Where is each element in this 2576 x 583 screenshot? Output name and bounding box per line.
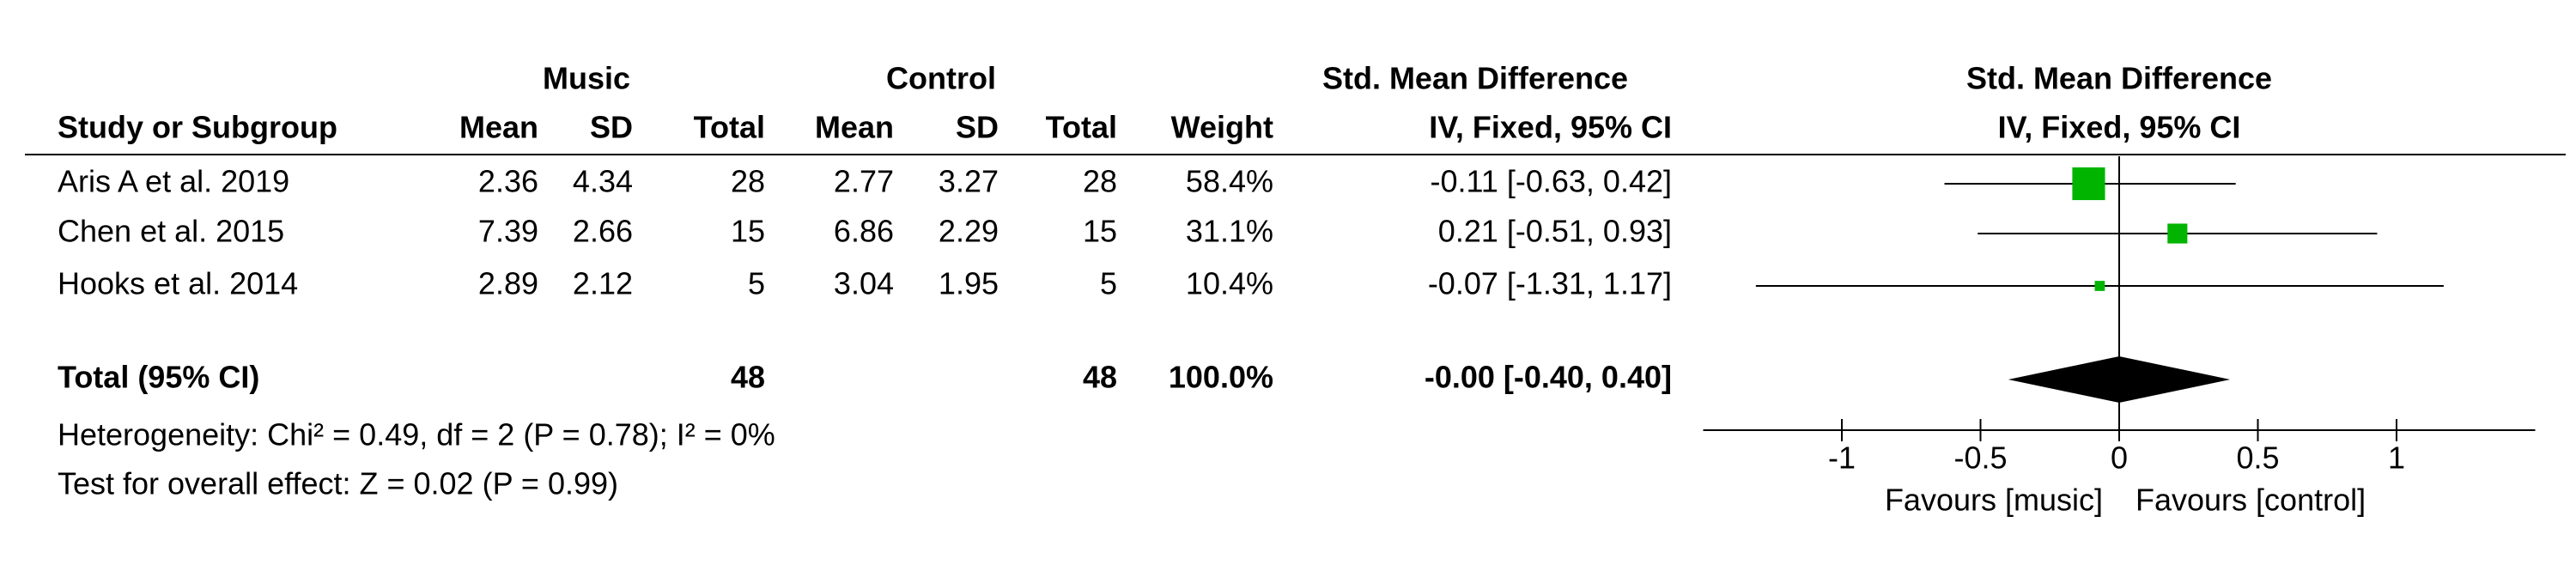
column-header: Mean xyxy=(459,110,538,145)
table-cell: -0.11 [-0.63, 0.42] xyxy=(1430,164,1672,199)
study-marker xyxy=(2167,223,2188,244)
heterogeneity: Heterogeneity: Chi² = 0.49, df = 2 (P = … xyxy=(58,417,775,452)
table-cell: 0.21 [-0.51, 0.93] xyxy=(1438,214,1672,249)
column-header: Study or Subgroup xyxy=(58,110,337,145)
column-header: Total xyxy=(694,110,765,145)
group-header: Music xyxy=(543,61,630,96)
table-cell: 10.4% xyxy=(1186,266,1273,301)
total-name: Total (95% CI) xyxy=(58,360,259,395)
table-cell: 2.89 xyxy=(478,266,538,301)
table-cell: 28 xyxy=(731,164,765,199)
column-header: Weight xyxy=(1171,110,1273,145)
column-header: SD xyxy=(590,110,633,145)
table-cell: 1.95 xyxy=(939,266,999,301)
study-name: Chen et al. 2015 xyxy=(58,214,284,249)
study-marker xyxy=(2094,281,2105,291)
table-cell: 2.29 xyxy=(939,214,999,249)
group-header: Control xyxy=(886,61,996,96)
x-axis-label: Favours [control] xyxy=(2136,483,2366,518)
column-header: IV, Fixed, 95% CI xyxy=(1998,110,2241,145)
table-cell: -0.07 [-1.31, 1.17] xyxy=(1428,266,1672,301)
x-tick-label: 0.5 xyxy=(2236,440,2279,476)
column-header: IV, Fixed, 95% CI xyxy=(1429,110,1672,145)
table-cell: 15 xyxy=(1083,214,1117,249)
x-axis-label: Favours [music] xyxy=(1885,483,2103,518)
table-cell: 31.1% xyxy=(1186,214,1273,249)
x-tick-label: 0 xyxy=(2111,440,2128,476)
table-cell: 58.4% xyxy=(1186,164,1273,199)
table-cell: 2.36 xyxy=(478,164,538,199)
column-header: SD xyxy=(956,110,999,145)
study-name: Hooks et al. 2014 xyxy=(58,266,298,301)
group-header: Std. Mean Difference xyxy=(1322,61,1628,96)
table-cell: 5 xyxy=(1100,266,1117,301)
table-cell: 4.34 xyxy=(573,164,633,199)
x-tick-label: 1 xyxy=(2388,440,2405,476)
table-cell: 2.77 xyxy=(834,164,894,199)
total-cell: 48 xyxy=(1083,360,1117,395)
column-header: Total xyxy=(1046,110,1117,145)
total-cell: 48 xyxy=(731,360,765,395)
group-header: Std. Mean Difference xyxy=(1966,61,2272,96)
column-header: Mean xyxy=(815,110,894,145)
table-cell: 2.66 xyxy=(573,214,633,249)
table-cell: 3.04 xyxy=(834,266,894,301)
table-cell: 6.86 xyxy=(834,214,894,249)
table-cell: 28 xyxy=(1083,164,1117,199)
table-cell: 15 xyxy=(731,214,765,249)
table-cell: 2.12 xyxy=(573,266,633,301)
total-cell: 100.0% xyxy=(1169,360,1273,395)
study-marker xyxy=(2072,167,2105,201)
overall-effect: Test for overall effect: Z = 0.02 (P = 0… xyxy=(58,466,618,501)
table-cell: 5 xyxy=(748,266,765,301)
study-name: Aris A et al. 2019 xyxy=(58,164,289,199)
total-cell: -0.00 [-0.40, 0.40] xyxy=(1425,360,1672,395)
x-tick-label: -0.5 xyxy=(1953,440,2007,476)
x-tick-label: -1 xyxy=(1828,440,1856,476)
table-cell: 3.27 xyxy=(939,164,999,199)
table-cell: 7.39 xyxy=(478,214,538,249)
